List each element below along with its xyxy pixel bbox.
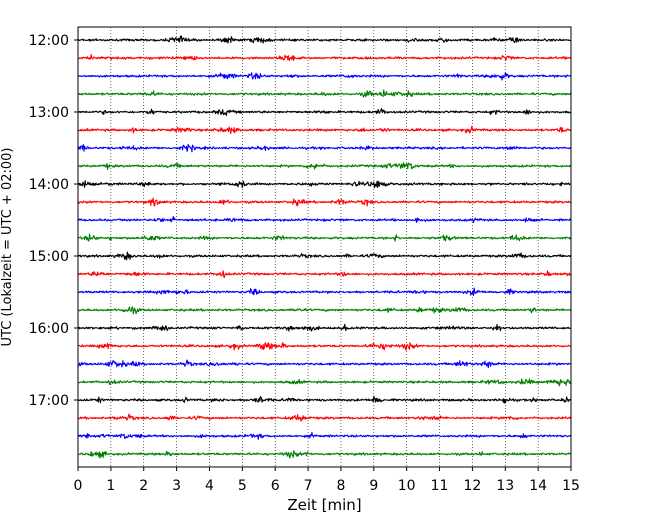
x-tick-label-14: 14: [529, 478, 547, 494]
trace-1445: [77, 233, 572, 242]
trace-1200: [77, 35, 572, 44]
trace-1400: [77, 180, 572, 189]
trace-1330: [77, 143, 572, 153]
x-tick-label-4: 4: [205, 478, 214, 494]
x-tick-label-5: 5: [238, 478, 247, 494]
trace-1415: [77, 197, 572, 207]
x-tick-label-0: 0: [74, 478, 83, 494]
trace-1315: [77, 125, 572, 135]
x-tick-label-11: 11: [431, 478, 449, 494]
trace-1230: [77, 72, 572, 81]
trace-1545: [77, 306, 572, 315]
y-axis-ticks: 12:00 13:00 14:00 15:00 16:00 17:00: [29, 33, 78, 409]
x-tick-label-6: 6: [271, 478, 280, 494]
y-axis-label: UTC (Lokalzeit = UTC + 02:00): [0, 148, 15, 347]
trace-1515: [77, 270, 572, 279]
y-tick-label-13:00: 13:00: [29, 105, 69, 121]
trace-1530: [77, 287, 572, 296]
x-axis-label: Zeit [min]: [287, 496, 361, 514]
grid-lines: [110, 27, 539, 467]
trace-1430: [77, 215, 572, 224]
trace-1645: [77, 378, 572, 387]
y-tick-label-15:00: 15:00: [29, 249, 69, 265]
seismic-traces: [77, 35, 572, 459]
trace-1300: [77, 107, 572, 116]
x-tick-label-9: 9: [369, 478, 378, 494]
y-tick-label-16:00: 16:00: [29, 321, 69, 337]
trace-1245: [77, 89, 572, 98]
trace-1500: [77, 251, 572, 261]
plot-frame: [77, 26, 572, 468]
trace-1715: [77, 413, 572, 422]
trace-1600: [77, 323, 572, 332]
x-tick-label-2: 2: [139, 478, 148, 494]
trace-1730: [77, 431, 572, 440]
x-tick-label-12: 12: [463, 478, 481, 494]
trace-1615: [77, 342, 572, 351]
x-tick-label-7: 7: [304, 478, 313, 494]
trace-1745: [77, 450, 572, 459]
trace-1345: [77, 162, 572, 170]
trace-1630: [77, 359, 572, 369]
x-tick-label-8: 8: [336, 478, 345, 494]
x-tick-label-10: 10: [398, 478, 416, 494]
y-tick-label-14:00: 14:00: [29, 177, 69, 193]
y-tick-label-17:00: 17:00: [29, 393, 69, 409]
x-tick-label-1: 1: [106, 478, 115, 494]
x-axis-ticks: 0 1 2 3 4 5 6 7 8 9 10 11 12 13 14 15: [74, 467, 580, 494]
trace-1700: [77, 395, 572, 404]
x-tick-label-3: 3: [172, 478, 181, 494]
trace-1215: [77, 53, 572, 62]
y-tick-label-12:00: 12:00: [29, 33, 69, 49]
x-tick-label-13: 13: [496, 478, 514, 494]
x-tick-label-15: 15: [562, 478, 580, 494]
